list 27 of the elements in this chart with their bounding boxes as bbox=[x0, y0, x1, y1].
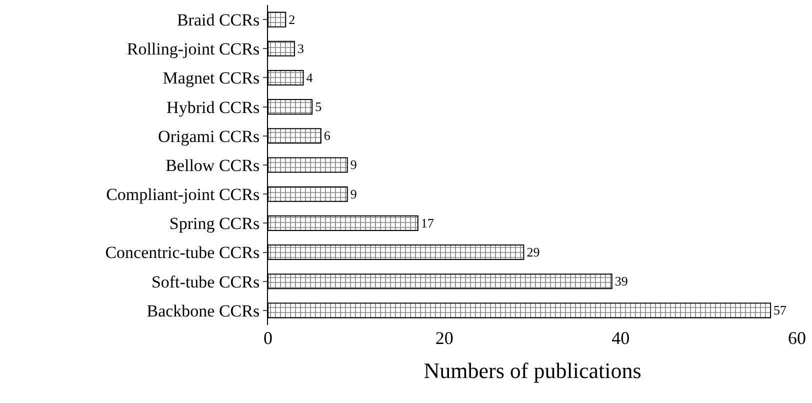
data-label: 2 bbox=[288, 12, 296, 27]
y-tick-label: Rolling-joint CCRs bbox=[126, 40, 260, 59]
y-tick-label: Spring CCRs bbox=[169, 214, 260, 234]
y-tick-label: Soft-tube CCRs bbox=[151, 272, 260, 292]
data-label: 4 bbox=[306, 70, 314, 85]
y-tick-label: Bellow CCRs bbox=[166, 156, 260, 175]
x-axis-title: Numbers of publications bbox=[424, 358, 642, 383]
data-label: 3 bbox=[297, 40, 304, 56]
x-tick-label: 60 bbox=[788, 328, 806, 348]
x-tick-label: 40 bbox=[612, 328, 630, 348]
data-label: 9 bbox=[350, 157, 357, 172]
data-label: 5 bbox=[315, 99, 322, 114]
data-label: 29 bbox=[526, 244, 540, 260]
data-label: 57 bbox=[774, 302, 788, 318]
data-label: 17 bbox=[420, 215, 434, 230]
data-label: 39 bbox=[614, 274, 628, 289]
x-tick-label: 20 bbox=[435, 328, 454, 348]
y-tick-label: Braid CCRs bbox=[176, 10, 260, 30]
data-label: 9 bbox=[350, 186, 357, 202]
y-tick-label: Hybrid CCRs bbox=[166, 98, 260, 117]
y-tick-label: Magnet CCRs bbox=[162, 68, 260, 88]
y-tick-label: Concentric-tube CCRs bbox=[105, 243, 260, 262]
y-tick-label: Compliant-joint CCRs bbox=[106, 185, 260, 204]
y-tick-label: Origami CCRs bbox=[158, 126, 260, 146]
data-label: 6 bbox=[324, 128, 331, 144]
x-tick-label: 0 bbox=[264, 328, 272, 348]
y-tick-label: Backbone CCRs bbox=[146, 301, 260, 320]
